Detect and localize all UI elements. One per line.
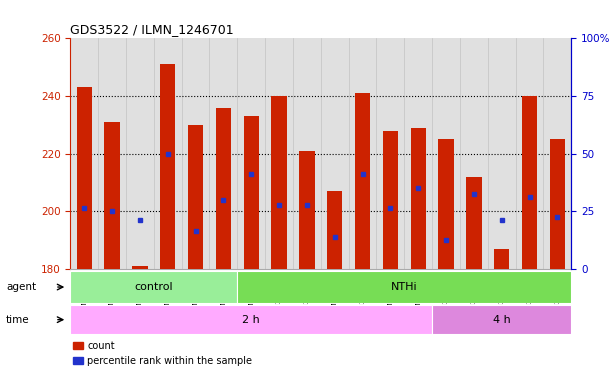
Bar: [382, 131, 398, 269]
Text: agent: agent: [6, 282, 36, 292]
Bar: [438, 139, 454, 269]
Bar: [522, 96, 537, 269]
Bar: [550, 139, 565, 269]
Bar: [244, 116, 259, 269]
Legend: count, percentile rank within the sample: count, percentile rank within the sample: [69, 337, 257, 369]
Bar: [466, 177, 481, 269]
Bar: [411, 127, 426, 269]
Text: control: control: [134, 282, 173, 292]
Bar: [271, 96, 287, 269]
FancyBboxPatch shape: [237, 271, 571, 303]
FancyBboxPatch shape: [432, 305, 571, 334]
Text: 2 h: 2 h: [243, 314, 260, 325]
Bar: [216, 108, 231, 269]
Bar: [494, 249, 510, 269]
Bar: [355, 93, 370, 269]
Bar: [104, 122, 120, 269]
Bar: [76, 87, 92, 269]
Bar: [327, 191, 342, 269]
FancyBboxPatch shape: [70, 305, 432, 334]
Text: time: time: [6, 314, 30, 325]
Bar: [299, 151, 315, 269]
Bar: [188, 125, 203, 269]
FancyBboxPatch shape: [70, 271, 237, 303]
Text: NTHi: NTHi: [391, 282, 417, 292]
Bar: [132, 266, 147, 269]
Text: GDS3522 / ILMN_1246701: GDS3522 / ILMN_1246701: [70, 23, 234, 36]
Bar: [160, 64, 175, 269]
Text: 4 h: 4 h: [493, 314, 511, 325]
